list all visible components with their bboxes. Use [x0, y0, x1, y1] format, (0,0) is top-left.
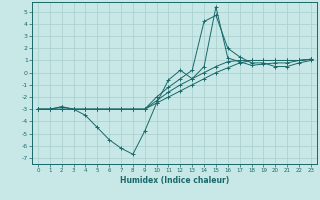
X-axis label: Humidex (Indice chaleur): Humidex (Indice chaleur) [120, 176, 229, 185]
